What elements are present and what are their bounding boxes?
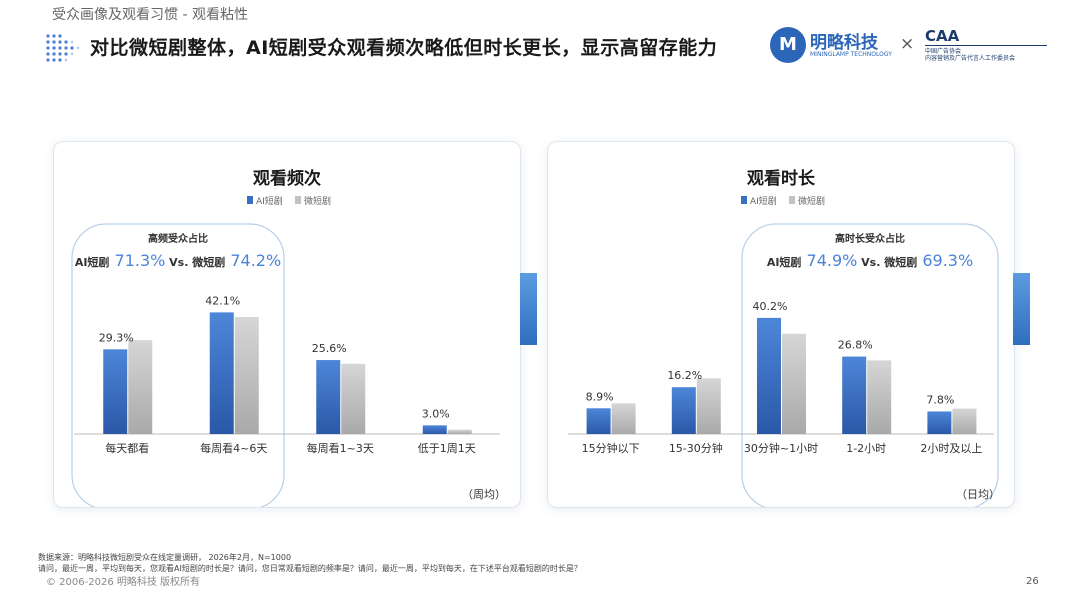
highlight-label-micro: 微短剧 [191,255,225,269]
legend-swatch-micro [295,196,301,204]
highlight-vs: Vs. [165,256,192,269]
bar-ai [757,317,781,434]
caa-logo-subtitle-1: 中国广告协会 [925,48,962,55]
caa-logo-mark: CAA [925,27,960,45]
highlight-frame [71,223,285,507]
data-label-ai: 3.0% [422,407,450,420]
bar-ai [671,387,696,434]
data-label-ai: 25.6% [312,342,347,355]
highlight-value-ai: 71.3% [109,251,165,270]
highlight-frame [741,223,999,507]
bar-ai [209,312,234,434]
data-source-note: 数据来源：明略科技微短剧受众在线定量调研， 2026年2月，N=1000 [38,553,292,562]
duration-side-tab [1013,273,1030,345]
legend-label-ai: AI短剧 [256,195,283,207]
x-tick-label: 每天都看 [105,441,149,455]
data-label-ai: 29.3% [99,331,134,344]
x-tick-label: 每周看1~3天 [307,441,374,455]
x-tick-label: 每周看4~6天 [200,441,267,455]
page-title: 对比微短剧整体，AI短剧受众观看频次略低但时长更长，显示高留存能力 [90,37,718,59]
frequency-chart-card: 观看频次 AI短剧 微短剧 高频受众占比 AI短剧 71.3% Vs. 微短剧 74.2… [53,141,521,508]
x-tick-label: 15-30分钟 [669,441,723,455]
legend-label-micro: 微短剧 [798,195,825,207]
chart-title: 观看频次 [252,168,321,189]
legend-label-micro: 微短剧 [304,195,331,207]
highlight-label-ai: AI短剧 [767,255,802,269]
bar-micro [234,317,259,434]
minglue-logo-icon: M [770,27,806,63]
bar-micro [952,408,977,434]
duration-chart-card: 观看时长 AI短剧 微短剧 高时长受众占比 AI短剧 74.9% Vs. 微短剧 69.… [547,141,1015,508]
minglue-logo-subtitle: MININGLAMP TECHNOLOGY [810,51,892,58]
x-tick-label: 2小时及以上 [920,442,982,455]
bar-micro [341,363,366,434]
bar-micro [447,429,472,434]
caa-logo: CAA 中国广告协会 内容营销及广告代言人工作委员会 [925,28,1050,68]
highlight-label-micro: 微短剧 [883,255,917,269]
x-tick-label: 低于1周1天 [418,442,476,455]
legend-swatch-micro [789,196,795,204]
legend-label-ai: AI短剧 [750,195,777,207]
data-label-ai: 40.2% [753,300,788,313]
bar-micro [867,360,892,434]
bar-ai [586,408,611,434]
highlight-value-ai: 74.9% [801,251,857,270]
data-label-ai: 8.9% [586,390,614,403]
x-tick-label: 15分钟以下 [582,441,640,455]
copyright: © 2006-2026 明略科技 版权所有 [46,577,201,588]
data-label-ai: 16.2% [667,369,702,382]
highlight-title: 高时长受众占比 [835,232,905,245]
bar-ai [316,360,341,434]
highlight-value-micro: 74.2% [225,251,281,270]
dot-grid-logo-icon [46,34,80,62]
bar-ai [422,425,447,434]
highlight-label-ai: AI短剧 [75,255,110,269]
highlight-vs: Vs. [857,256,884,269]
page-number: 26 [1026,576,1039,587]
caa-logo-subtitle-2: 内容营销及广告代言人工作委员会 [925,55,1016,62]
minglue-logo: M 明略科技 MININGLAMP TECHNOLOGY [770,24,892,68]
minglue-logo-name: 明略科技 [810,33,878,53]
unit-note: （日均） [956,488,1000,501]
frequency-side-tab [520,273,537,345]
x-tick-label: 1-2小时 [846,442,886,455]
chart-title: 观看时长 [746,168,816,189]
highlight-comparison: AI短剧 74.9% Vs. 微短剧 69.3% [767,251,973,270]
bar-micro [782,333,806,434]
section-heading: 受众画像及观看习惯 - 观看粘性 [52,7,248,23]
data-label-ai: 26.8% [838,339,873,352]
unit-note: （周均） [462,488,506,501]
highlight-title: 高频受众占比 [148,232,208,245]
x-tick-label: 30分钟~1小时 [744,441,818,455]
bar-ai [927,411,952,434]
survey-question-note: 请问，最近一周，平均到每天，您观看AI短剧的时长是？请问，您日常观看短剧的频率是… [38,564,582,573]
bar-micro [611,403,636,434]
collaboration-times-sign: × [900,34,915,54]
bar-micro [696,378,721,434]
legend-swatch-ai [741,196,747,204]
legend-swatch-ai [247,196,253,204]
bar-ai [103,349,128,434]
bar-ai [842,356,867,434]
data-label-ai: 7.8% [926,393,954,406]
highlight-value-micro: 69.3% [917,251,973,270]
bar-micro [128,340,153,434]
highlight-comparison: AI短剧 71.3% Vs. 微短剧 74.2% [75,251,281,270]
data-label-ai: 42.1% [205,294,240,307]
